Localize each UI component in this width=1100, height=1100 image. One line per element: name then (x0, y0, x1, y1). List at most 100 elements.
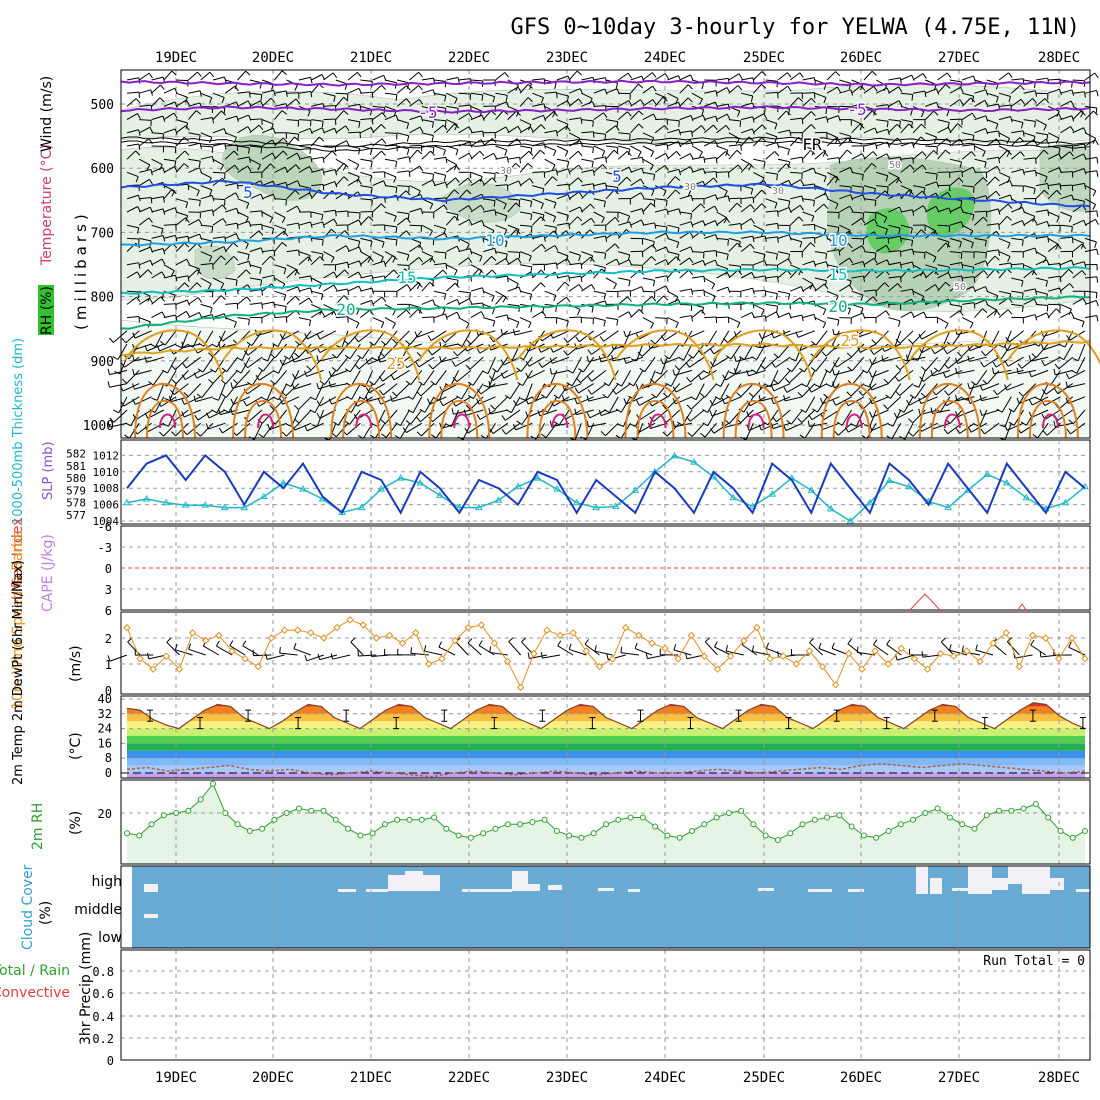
barb-9-13-flag (247, 254, 250, 261)
upper-ylabel-axis: (millibars) (72, 210, 90, 330)
barb-47-22-flag (686, 377, 691, 383)
wind-mark-47 (740, 636, 748, 645)
barb-48-12-flag (727, 239, 729, 246)
barb-59-13-flag (861, 245, 866, 251)
barb-49-1-flag (737, 85, 743, 91)
barb-42-7 (642, 171, 655, 175)
rh-mark-27 (455, 832, 462, 839)
barb-75-19-flag (1033, 342, 1040, 347)
barb-36-15 (569, 275, 582, 279)
barb-62-15-flag (899, 276, 902, 283)
barb-4-0 (176, 79, 189, 82)
barb-27-24 (442, 396, 459, 407)
barb-3-22-flag (148, 381, 154, 386)
temp-panel-frame (120, 695, 1091, 779)
barb-8-20 (212, 343, 226, 358)
barb-22-22-flag (378, 376, 384, 382)
barb-73-25-flag (1008, 421, 1015, 426)
barb-34-9-flag (553, 202, 557, 209)
barb-64-21-flag (895, 365, 901, 371)
barb-15-1 (310, 83, 320, 94)
barb-30-24-flag (476, 398, 480, 405)
barb-16-19-flag (304, 333, 308, 340)
barb-24-3 (421, 119, 434, 123)
barb-7-23 (201, 383, 214, 399)
wind-mark-31 (530, 649, 538, 658)
barb-51-23-flag (736, 392, 742, 397)
cloud-gap-11 (628, 889, 640, 892)
barb-58-20 (825, 343, 840, 357)
barb-9-10 (237, 211, 249, 218)
barb-6-0-flag (209, 71, 215, 78)
wbarb-53-flag (809, 637, 815, 643)
barb-27-8-flag (467, 177, 473, 184)
barb-51-3 (753, 113, 765, 121)
barb-28-23-flag (456, 395, 462, 400)
wbarb-26 (455, 641, 469, 656)
barb-77-22 (1055, 369, 1073, 376)
rh-mark-58 (836, 812, 843, 819)
barb-36-23 (558, 383, 570, 399)
barb-13-20-flag (270, 353, 276, 359)
barb-13-2-flag (295, 98, 301, 104)
barb-35-7-flag (567, 168, 571, 175)
barb-0-25-flag (109, 417, 115, 423)
barb-17-7-flag (343, 162, 349, 168)
wbarb-49 (752, 650, 771, 656)
barb-70-18 (986, 309, 997, 318)
barb-18-22 (331, 369, 349, 378)
wind-mark-4 (175, 665, 184, 673)
barb-19-14 (360, 256, 370, 266)
cloud-gap-10 (598, 888, 614, 891)
wbarb-24 (424, 650, 443, 656)
barb-4-12 (176, 235, 189, 239)
barb-22-13-flag (406, 254, 410, 261)
barb-53-5-flag (787, 149, 790, 156)
barb-50-26 (723, 422, 742, 429)
barb-51-18 (753, 315, 766, 319)
barb-71-10 (998, 203, 1009, 213)
barb-76-4 (1060, 126, 1071, 134)
barb-74-25-flag (1020, 421, 1027, 426)
barb-78-17 (1084, 300, 1097, 305)
barb-59-16-flag (860, 294, 864, 301)
diurnal-30-9 (1016, 382, 1079, 439)
barb-15-10 (311, 211, 324, 216)
barb-31-9 (507, 198, 520, 201)
slp-ylabel: SLP (mb) (41, 441, 56, 500)
barb-28-15-flag (478, 268, 484, 274)
barb-64-7 (912, 164, 923, 173)
barb-68-2-flag (970, 97, 976, 103)
wbarb-65-flag (961, 645, 964, 652)
barb-77-0 (1072, 79, 1085, 82)
barb-58-7 (839, 166, 851, 173)
barb-42-10 (642, 202, 652, 213)
barb-37-4 (581, 131, 594, 134)
barb-37-13 (581, 251, 593, 257)
barb-77-4 (1072, 127, 1084, 134)
barb-32-3 (519, 119, 532, 126)
barb-26-17 (446, 298, 458, 305)
barb-73-10 (1023, 211, 1035, 217)
barb-69-11 (974, 216, 984, 226)
barb-70-3-flag (995, 123, 999, 130)
barb-55-20-flag (790, 358, 797, 362)
barb-64-18-flag (923, 311, 927, 318)
barb-42-7-flag (653, 174, 656, 181)
rh-mark-48 (713, 814, 720, 821)
barb-13-26-flag (267, 423, 271, 430)
barb-63-18-flag (910, 311, 915, 318)
wind-mark-9 (241, 655, 249, 663)
barb-36-11 (568, 216, 578, 226)
cloud-gap-6 (462, 889, 512, 892)
barb-56-17-flag (822, 309, 827, 315)
barb-67-8 (949, 177, 960, 186)
contour-label-13: 30 (500, 166, 512, 177)
barb-2-9 (151, 196, 164, 200)
barb-53-0-flag (786, 72, 792, 78)
barb-59-10 (851, 211, 864, 214)
barb-15-25-flag (294, 418, 300, 424)
wbarb-40-flag (634, 642, 638, 649)
barb-16-8-flag (334, 181, 338, 188)
barb-30-4 (495, 126, 507, 134)
